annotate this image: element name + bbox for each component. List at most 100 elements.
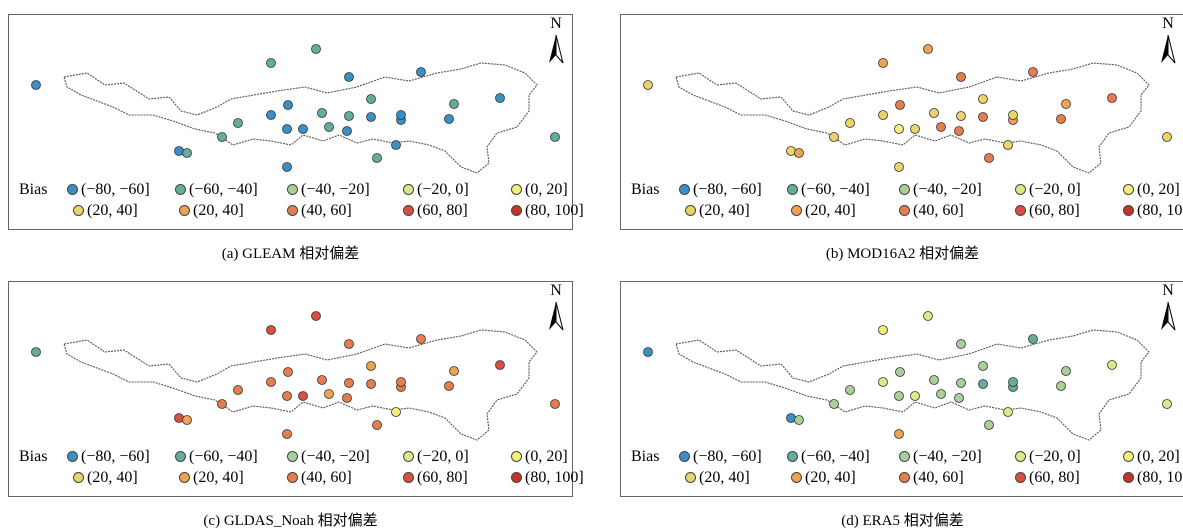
legend-label: (−80, −60] bbox=[693, 448, 762, 465]
station-marker bbox=[923, 311, 933, 321]
station-marker bbox=[845, 385, 855, 395]
legend-swatch bbox=[73, 471, 84, 483]
legend-item: (60, 80] bbox=[1015, 201, 1080, 221]
station-marker bbox=[344, 72, 354, 82]
station-marker bbox=[372, 420, 382, 430]
legend-label: (40, 60] bbox=[913, 469, 964, 486]
station-marker bbox=[845, 118, 855, 128]
station-marker bbox=[233, 385, 243, 395]
legend-label: (0, 20] bbox=[525, 181, 568, 198]
legend-label: (80, 100] bbox=[525, 202, 584, 219]
legend-label: (−60, −40] bbox=[189, 448, 258, 465]
legend-item: (20, 40] bbox=[685, 201, 750, 221]
legend-swatch bbox=[1015, 450, 1026, 462]
legend-label: (0, 20] bbox=[525, 448, 568, 465]
station-marker bbox=[1028, 67, 1038, 77]
legend-label: (0, 20] bbox=[1137, 181, 1180, 198]
legend-swatch bbox=[511, 183, 522, 195]
legend-label: (20, 40] bbox=[87, 469, 138, 486]
legend-swatch bbox=[679, 450, 690, 462]
north-arrow-icon: N bbox=[1156, 15, 1180, 67]
legend-item: (40, 60] bbox=[287, 468, 352, 488]
legend-swatch bbox=[179, 471, 190, 483]
panel-c: N Bias (−80, −60] (−60, −40] (−40, −20] (−20,… bbox=[8, 281, 584, 531]
map-frame: N Bias (−80, −60] (−60, −40] (−40, −20] (−20,… bbox=[620, 14, 1183, 230]
legend-label: (20, 40] bbox=[699, 469, 750, 486]
legend-label: (−20, 0] bbox=[417, 181, 469, 198]
station-marker bbox=[449, 99, 459, 109]
station-marker bbox=[344, 339, 354, 349]
legend-item: (−80, −60] bbox=[679, 180, 762, 200]
legend-item: (20, 40] bbox=[179, 468, 244, 488]
station-marker bbox=[910, 124, 920, 134]
station-marker bbox=[1061, 99, 1071, 109]
legend-title: Bias bbox=[631, 448, 660, 465]
legend-label: (−40, −20] bbox=[301, 448, 370, 465]
legend-item: (60, 80] bbox=[1015, 468, 1080, 488]
station-marker bbox=[786, 146, 796, 156]
panel-caption: (b) MOD16A2 相对偏差 bbox=[825, 246, 980, 262]
legend-label: (−80, −60] bbox=[81, 448, 150, 465]
station-marker bbox=[894, 124, 904, 134]
panel-caption: (c) GLDAS_Noah 相对偏差 bbox=[203, 513, 378, 529]
station-marker bbox=[366, 379, 376, 389]
north-label: N bbox=[1162, 282, 1174, 299]
station-marker bbox=[182, 148, 192, 158]
legend-label: (60, 80] bbox=[417, 469, 468, 486]
legend-item: (−80, −60] bbox=[679, 447, 762, 467]
legend-item: (−60, −40] bbox=[787, 447, 870, 467]
legend-label: (40, 60] bbox=[301, 202, 352, 219]
legend-item: (−40, −20] bbox=[899, 447, 982, 467]
station-marker bbox=[342, 393, 352, 403]
station-marker bbox=[283, 367, 293, 377]
basin-boundary bbox=[63, 329, 538, 441]
legend-label: (20, 40] bbox=[193, 469, 244, 486]
legend-swatch bbox=[1123, 471, 1134, 483]
legend-swatch bbox=[287, 204, 298, 216]
station-marker bbox=[366, 361, 376, 371]
station-marker bbox=[878, 377, 888, 387]
station-marker bbox=[1028, 334, 1038, 344]
legend-label: (−20, 0] bbox=[1029, 448, 1081, 465]
station-marker bbox=[1056, 114, 1066, 124]
legend-item: (−40, −20] bbox=[287, 180, 370, 200]
station-marker bbox=[936, 389, 946, 399]
legend-title: Bias bbox=[19, 448, 48, 465]
legend-item: (20, 40] bbox=[685, 468, 750, 488]
legend-label: (40, 60] bbox=[301, 469, 352, 486]
station-marker bbox=[396, 110, 406, 120]
legend-swatch bbox=[685, 471, 696, 483]
station-marker bbox=[174, 146, 184, 156]
station-marker bbox=[894, 391, 904, 401]
station-marker bbox=[495, 93, 505, 103]
legend-item: (−60, −40] bbox=[175, 180, 258, 200]
station-marker bbox=[956, 72, 966, 82]
legend-swatch bbox=[287, 183, 298, 195]
legend-swatch bbox=[899, 204, 910, 216]
legend-swatch bbox=[73, 204, 84, 216]
legend-swatch bbox=[403, 471, 414, 483]
panel-caption: (a) GLEAM 相对偏差 bbox=[221, 246, 360, 262]
legend-swatch bbox=[403, 204, 414, 216]
station-marker bbox=[342, 126, 352, 136]
station-marker bbox=[895, 100, 905, 110]
station-marker bbox=[311, 311, 321, 321]
station-marker bbox=[923, 44, 933, 54]
panel-caption: (d) ERA5 相对偏差 bbox=[841, 513, 964, 529]
station-marker bbox=[1162, 132, 1172, 142]
station-marker bbox=[1107, 360, 1117, 370]
map-frame: N Bias (−80, −60] (−60, −40] (−40, −20] (−20,… bbox=[8, 281, 584, 497]
station-marker bbox=[311, 44, 321, 54]
legend-swatch bbox=[787, 183, 798, 195]
station-marker bbox=[317, 108, 327, 118]
station-marker bbox=[174, 413, 184, 423]
station-marker bbox=[444, 381, 454, 391]
legend-label: (80, 100] bbox=[1137, 469, 1183, 486]
legend-item: (0, 20] bbox=[1123, 180, 1180, 200]
legend-label: (60, 80] bbox=[417, 202, 468, 219]
legend: Bias (−80, −60] (−60, −40] (−40, −20] (−20, … bbox=[631, 180, 1183, 224]
station-marker bbox=[1061, 366, 1071, 376]
station-marker bbox=[894, 162, 904, 172]
north-arrow-icon: N bbox=[544, 282, 568, 334]
legend-label: (−20, 0] bbox=[417, 448, 469, 465]
